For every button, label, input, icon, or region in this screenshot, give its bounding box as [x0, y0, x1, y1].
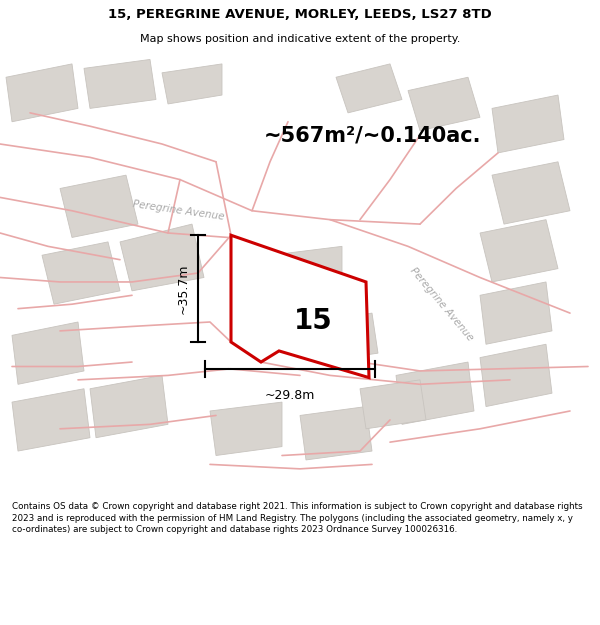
Polygon shape [90, 376, 168, 438]
Polygon shape [336, 64, 402, 113]
Polygon shape [84, 59, 156, 108]
Polygon shape [162, 64, 222, 104]
Polygon shape [12, 322, 84, 384]
Text: ~29.8m: ~29.8m [265, 389, 315, 402]
Polygon shape [12, 389, 90, 451]
Text: Map shows position and indicative extent of the property.: Map shows position and indicative extent… [140, 34, 460, 44]
Polygon shape [60, 175, 138, 238]
Polygon shape [231, 235, 369, 378]
Polygon shape [480, 344, 552, 406]
Polygon shape [312, 313, 378, 362]
Polygon shape [492, 162, 570, 224]
Polygon shape [492, 95, 564, 153]
Polygon shape [210, 402, 282, 456]
Text: ~35.7m: ~35.7m [176, 263, 190, 314]
Text: ~567m²/~0.140ac.: ~567m²/~0.140ac. [264, 125, 482, 145]
Polygon shape [480, 282, 552, 344]
Text: Peregrine Avenue: Peregrine Avenue [408, 266, 475, 343]
Polygon shape [270, 246, 342, 300]
Polygon shape [396, 362, 474, 424]
Polygon shape [120, 224, 204, 291]
Polygon shape [480, 219, 558, 282]
Polygon shape [6, 64, 78, 122]
Text: Peregrine Avenue: Peregrine Avenue [132, 199, 225, 222]
Polygon shape [42, 242, 120, 304]
Polygon shape [408, 78, 480, 131]
Polygon shape [360, 380, 426, 429]
Polygon shape [300, 406, 372, 460]
Text: Contains OS data © Crown copyright and database right 2021. This information is : Contains OS data © Crown copyright and d… [12, 502, 583, 534]
Text: 15, PEREGRINE AVENUE, MORLEY, LEEDS, LS27 8TD: 15, PEREGRINE AVENUE, MORLEY, LEEDS, LS2… [108, 8, 492, 21]
Text: 15: 15 [294, 306, 333, 334]
